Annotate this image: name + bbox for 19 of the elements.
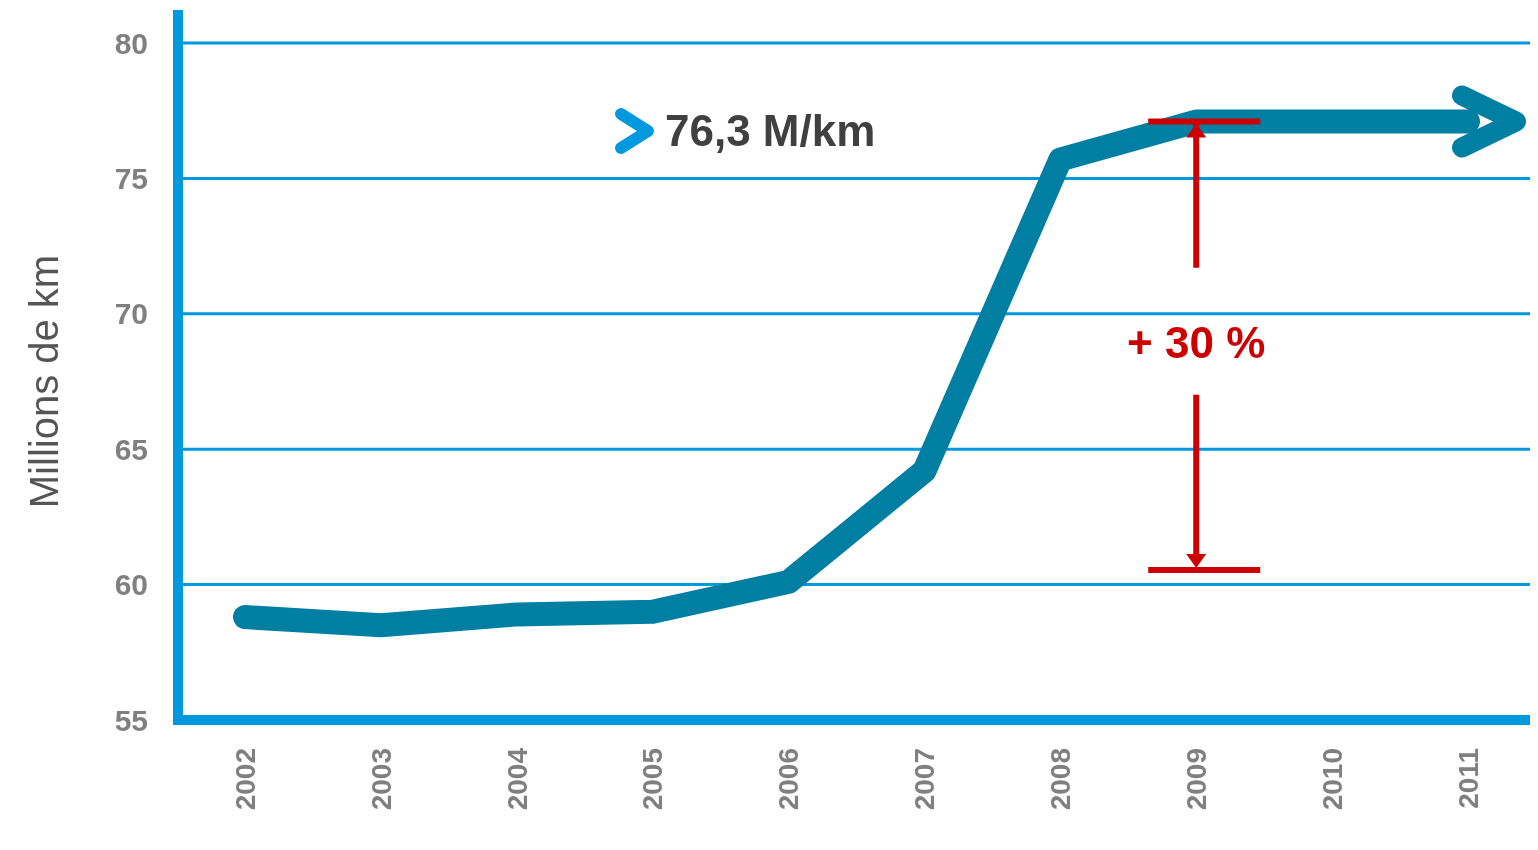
x-tick-label: 2009 bbox=[1181, 748, 1213, 811]
annotation: + 30 % bbox=[1127, 318, 1266, 368]
x-tick-label: 2007 bbox=[909, 748, 941, 811]
x-tick-label: 2002 bbox=[229, 748, 261, 811]
y-tick-label: 55 bbox=[114, 703, 148, 737]
x-tick-label: 2006 bbox=[773, 748, 805, 811]
y-tick-label: 70 bbox=[114, 297, 148, 331]
x-tick-label: 2008 bbox=[1045, 748, 1077, 811]
y-tick-label: 80 bbox=[114, 26, 148, 60]
x-tick-label: 2003 bbox=[365, 748, 397, 811]
annotation: 76,3 M/km bbox=[665, 106, 876, 155]
x-tick-label: 2011 bbox=[1452, 748, 1484, 809]
x-tick-label: 2010 bbox=[1316, 748, 1348, 811]
y-tick-label: 65 bbox=[114, 432, 148, 466]
x-tick-label: 2005 bbox=[637, 748, 669, 811]
y-axis-title: Millions de km bbox=[22, 254, 66, 509]
x-tick-label: 2004 bbox=[501, 747, 533, 811]
y-tick-label: 60 bbox=[114, 568, 148, 602]
y-tick-label: 75 bbox=[114, 161, 148, 195]
